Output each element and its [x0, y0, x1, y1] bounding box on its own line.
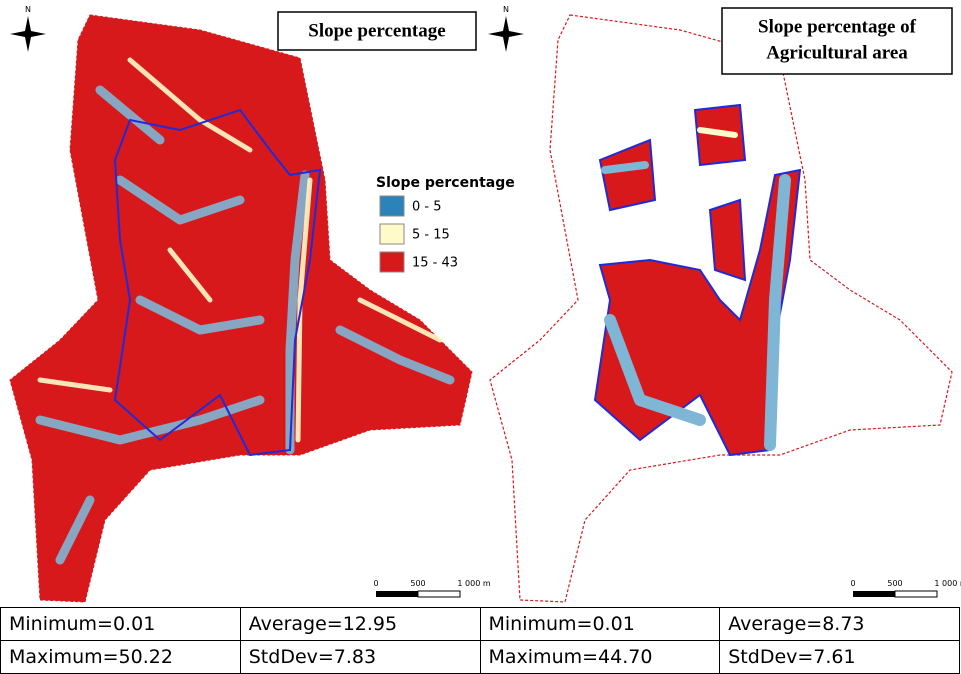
stats-cell: Average=8.73 [720, 608, 960, 641]
north-arrow [10, 16, 46, 52]
scale-label: 500 [410, 579, 425, 588]
north-label: N [503, 5, 509, 14]
legend-swatch [380, 252, 404, 272]
legend-label: 5 - 15 [412, 228, 450, 243]
scale-bar [376, 591, 460, 597]
scale-bar [853, 591, 937, 597]
stats-cell: Average=12.95 [240, 608, 480, 641]
north-arrow [488, 16, 524, 52]
scale-label: 500 [887, 579, 902, 588]
slope-map [10, 15, 472, 602]
agricultural-map [490, 15, 952, 602]
stats-cell: Maximum=44.70 [480, 641, 720, 674]
figure: Slope percentage Slope percentage N 0 500 1 … [0, 0, 961, 672]
stats-cell: Minimum=0.01 [480, 608, 720, 641]
stats-cell: Minimum=0.01 [1, 608, 241, 641]
legend-title: Slope percentage [376, 175, 515, 191]
stats-cell: StdDev=7.83 [240, 641, 480, 674]
scale-label: 0 [373, 579, 378, 588]
stats-cell: Maximum=50.22 [1, 641, 241, 674]
north-label: N [25, 5, 31, 14]
scale-label: 1 000 m [934, 579, 961, 588]
legend-swatch [380, 224, 404, 244]
map-title: Slope percentage of [758, 16, 917, 37]
maps: Slope percentage Slope percentage N 0 500 1 … [0, 0, 961, 607]
scale-label: 1 000 m [457, 579, 490, 588]
legend-swatch [380, 196, 404, 216]
stats-cell: StdDev=7.61 [720, 641, 960, 674]
legend-label: 15 - 43 [412, 256, 458, 271]
map-title: Agricultural area [766, 42, 908, 63]
map-title: Slope percentage [308, 20, 445, 41]
scale-label: 0 [850, 579, 855, 588]
legend-label: 0 - 5 [412, 200, 442, 215]
